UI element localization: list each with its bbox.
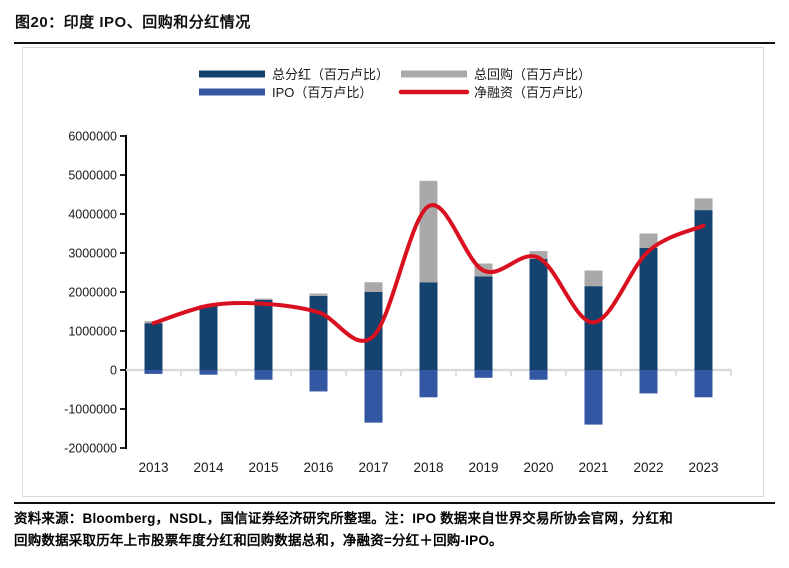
y-tick-label: 0 <box>110 364 117 378</box>
legend-swatch <box>199 70 265 78</box>
bar-segment-ipo-2015 <box>254 370 273 380</box>
chart-canvas: 6000000 5000000 4000000 3000000 2000000 10000… <box>64 67 732 475</box>
x-tick-label: 2017 <box>358 460 388 475</box>
bar-segment-dividend-2014 <box>199 305 218 370</box>
bar-segment-dividend-2016 <box>309 295 328 370</box>
legend-label: 总分红（百万卢比） <box>272 67 389 82</box>
title-divider <box>14 42 775 44</box>
y-tick-label: 3000000 <box>68 247 117 261</box>
bar-segment-dividend-2018 <box>419 282 438 370</box>
bar-segment-buyback-2022 <box>639 233 658 248</box>
bar-segment-ipo-2022 <box>639 370 658 394</box>
legend: 总分红（百万卢比） 总回购（百万卢比） IPO（百万卢比） 净融资（百万卢比） <box>199 67 591 100</box>
x-tick-label: 2023 <box>688 460 718 475</box>
x-tick-label: 2022 <box>633 460 663 475</box>
bar-segment-ipo-2020 <box>529 370 548 380</box>
bar-segment-ipo-2021 <box>584 370 603 425</box>
y-tick-label: 6000000 <box>68 130 117 144</box>
bar-segment-dividend-2023 <box>694 210 713 370</box>
legend-item-net: 净融资（百万卢比） <box>398 85 591 100</box>
source-note-line2: 回购数据采取历年上市股票年度分红和回购数据总和，净融资=分红＋回购-IPO。 <box>14 532 503 548</box>
x-tick-label: 2015 <box>248 460 278 475</box>
net-financing-line <box>151 203 706 343</box>
bar-segment-ipo-2018 <box>419 370 438 398</box>
x-tick-label: 2020 <box>523 460 553 475</box>
bar-segment-ipo-2017 <box>364 370 383 423</box>
bar-segment-buyback-2015 <box>254 298 273 300</box>
bar-segment-buyback-2023 <box>694 198 713 211</box>
bars: 2013 2014 2015 2016 2017 2018 2019 2020 2021 2022… <box>138 180 719 475</box>
bar-segment-dividend-2019 <box>474 276 493 370</box>
bar-segment-dividend-2022 <box>639 247 658 370</box>
legend-label: 总回购（百万卢比） <box>474 67 591 82</box>
chart-panel: 6000000 5000000 4000000 3000000 2000000 10000… <box>22 47 764 497</box>
bar-segment-buyback-2021 <box>584 270 603 287</box>
figure-title: 图20：印度 IPO、回购和分红情况 <box>15 14 251 31</box>
legend-swatch <box>401 70 467 78</box>
source-note-line1: 资料来源：Bloomberg，NSDL，国信证券经济研究所整理。注：IPO 数据… <box>14 511 674 526</box>
legend-label: IPO（百万卢比） <box>272 85 372 100</box>
bar-segment-buyback-2020 <box>529 251 548 259</box>
bar-segment-buyback-2016 <box>309 293 328 296</box>
x-tick-label: 2013 <box>138 460 168 475</box>
legend-item-ipo: IPO（百万卢比） <box>199 85 372 100</box>
x-tick-label: 2018 <box>413 460 443 475</box>
bar-segment-ipo-2019 <box>474 370 493 378</box>
bar-segment-ipo-2023 <box>694 370 713 398</box>
footer-divider <box>14 502 775 504</box>
source-note: 资料来源：Bloomberg，NSDL，国信证券经济研究所整理。注：IPO 数据… <box>14 508 778 551</box>
bar-segment-dividend-2015 <box>254 299 273 370</box>
bar-segment-ipo-2013 <box>144 370 163 374</box>
bar-segment-ipo-2016 <box>309 370 328 392</box>
bar-segment-dividend-2020 <box>529 258 548 370</box>
y-tick-label: -1000000 <box>64 403 117 417</box>
bar-segment-buyback-2017 <box>364 282 383 292</box>
x-tick-label: 2019 <box>468 460 498 475</box>
legend-item-buyback: 总回购（百万卢比） <box>401 67 591 82</box>
legend-swatch <box>199 88 265 96</box>
x-tick-label: 2016 <box>303 460 333 475</box>
y-tick-label: 2000000 <box>68 286 117 300</box>
legend-label: 净融资（百万卢比） <box>474 85 591 100</box>
bar-segment-dividend-2017 <box>364 292 383 370</box>
bar-segment-ipo-2014 <box>199 370 218 375</box>
x-tick-label: 2021 <box>578 460 608 475</box>
y-tick-label: 1000000 <box>68 325 117 339</box>
bar-segment-dividend-2021 <box>584 286 603 370</box>
legend-item-dividend: 总分红（百万卢比） <box>199 67 389 82</box>
y-axis: 6000000 5000000 4000000 3000000 2000000 10000… <box>64 130 127 456</box>
y-tick-label: -2000000 <box>64 442 117 456</box>
bar-segment-buyback-2018 <box>419 180 438 283</box>
x-tick-label: 2014 <box>193 460 224 475</box>
y-tick-label: 4000000 <box>68 208 117 222</box>
bar-segment-dividend-2013 <box>144 323 163 370</box>
y-tick-label: 5000000 <box>68 169 117 183</box>
